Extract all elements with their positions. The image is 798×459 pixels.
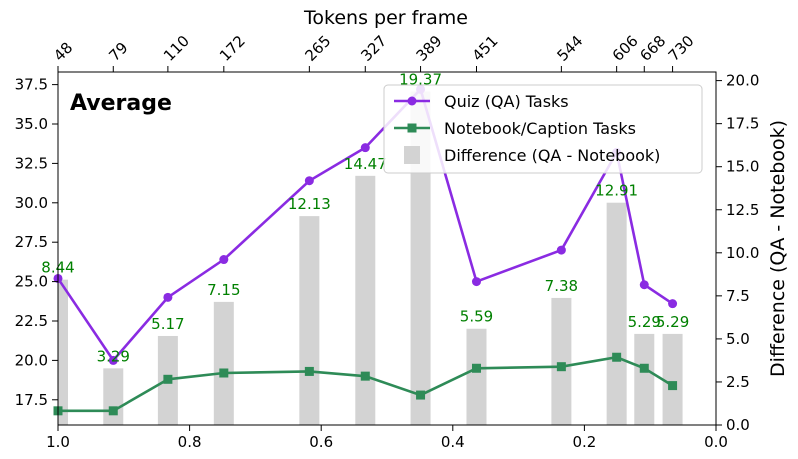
y-left-tick-label: 25.0: [15, 273, 48, 291]
y-right-tick-label: 15.0: [726, 158, 759, 176]
series-line: [58, 355, 674, 413]
x-top-tick-label: 544: [553, 32, 586, 65]
difference-bars: [58, 91, 683, 426]
difference-bar: [410, 91, 431, 426]
series-marker: [668, 299, 678, 309]
bar-value-label: 14.47: [344, 155, 387, 173]
bar-value-label: 3.29: [97, 347, 130, 365]
series-marker: [360, 371, 370, 381]
legend-swatch: [404, 146, 420, 164]
series-marker: [304, 176, 314, 186]
x-bottom-tick-label: 0.8: [178, 433, 202, 451]
difference-bar: [213, 301, 234, 425]
x-bottom-tick-label: 0.4: [441, 433, 465, 451]
y-right-tick-label: 17.5: [726, 115, 759, 133]
legend-marker: [407, 123, 417, 133]
series-marker: [556, 362, 566, 372]
series-marker: [108, 406, 118, 416]
x-bottom-tick-label: 0.0: [704, 433, 728, 451]
x-top-tick-label: 327: [357, 32, 390, 65]
y-right-tick-label: 12.5: [726, 201, 759, 219]
y-left-tick-label: 30.0: [15, 194, 48, 212]
y-left-tick-label: 37.5: [15, 76, 48, 94]
y-right-tick-label: 20.0: [726, 72, 759, 90]
series-marker: [639, 363, 649, 373]
series-marker: [360, 143, 370, 153]
bar-value-label: 5.17: [151, 315, 184, 333]
series-marker: [612, 352, 622, 362]
series-marker: [639, 280, 649, 290]
y-right-tick-label: 7.5: [726, 287, 750, 305]
bar-value-label: 7.15: [207, 281, 240, 299]
x-top-tick-label: 606: [609, 32, 642, 65]
x-top-tick-label: 265: [301, 32, 334, 65]
plot-frame: [57, 71, 717, 426]
x-bottom-tick-label: 1.0: [46, 433, 70, 451]
difference-bar: [606, 202, 627, 425]
x-top-tick-label: 730: [665, 32, 698, 65]
legend-items: Quiz (QA) Tasks Notebook/Caption Tasks Dif…: [394, 92, 660, 165]
y-left-tick-label: 17.5: [15, 391, 48, 409]
top-axis-label: Tokens per frame: [303, 7, 468, 29]
series-marker: [416, 390, 426, 400]
x-top-tick-label: 451: [469, 32, 502, 65]
legend-marker: [407, 96, 417, 106]
x-top-tick-label: 172: [216, 32, 249, 65]
series-marker: [304, 366, 314, 376]
difference-bar: [103, 368, 124, 425]
legend: Quiz (QA) Tasks Notebook/Caption Tasks Dif…: [383, 84, 703, 174]
bar-value-label: 12.13: [288, 195, 331, 213]
bar-value-label: 5.59: [460, 308, 493, 326]
y-left-tick-label: 32.5: [15, 154, 48, 172]
difference-bar: [299, 216, 320, 425]
difference-bar: [466, 328, 487, 425]
series-marker: [219, 255, 229, 265]
y-left-tick-label: 27.5: [15, 233, 48, 251]
series-marker: [108, 355, 118, 365]
panel-title: Average: [70, 91, 172, 116]
difference-bar: [634, 333, 655, 425]
x-top-tick-label: 79: [105, 39, 131, 65]
difference-bar: [551, 297, 572, 425]
bar-value-label: 19.37: [399, 70, 442, 88]
x-bottom-tick-label: 0.2: [572, 433, 596, 451]
series-marker: [219, 368, 229, 378]
bar-value-label: 5.29: [656, 313, 689, 331]
y-right-tick-label: 5.0: [726, 330, 750, 348]
legend-label: Quiz (QA) Tasks: [444, 92, 569, 111]
bar-value-label: 12.91: [595, 182, 638, 200]
difference-bar: [662, 333, 683, 425]
series-marker: [556, 245, 566, 255]
x-bottom-tick-label: 0.6: [309, 433, 333, 451]
right-axis-label: Difference (QA - Notebook): [767, 120, 789, 377]
legend-label: Notebook/Caption Tasks: [444, 119, 636, 138]
difference-bar: [58, 279, 68, 425]
x-top-tick-label: 389: [413, 32, 446, 65]
y-left-tick-label: 35.0: [15, 115, 48, 133]
series-marker: [471, 363, 481, 373]
difference-bar: [355, 175, 376, 425]
series-marker: [668, 381, 678, 391]
series-marker: [471, 277, 481, 287]
legend-box: [383, 84, 703, 174]
series-marker: [163, 374, 173, 384]
y-right-tick-label: 2.5: [726, 373, 750, 391]
x-top-tick-label: 48: [50, 39, 76, 65]
x-top-tick-label: 110: [160, 32, 193, 65]
y-right-tick-label: 10.0: [726, 244, 759, 262]
legend-label: Difference (QA - Notebook): [444, 146, 660, 165]
y-left-tick-label: 20.0: [15, 351, 48, 369]
bar-value-label: 5.29: [628, 313, 661, 331]
series-marker: [163, 292, 173, 302]
bar-value-label: 7.38: [545, 277, 578, 295]
y-left-tick-label: 22.5: [15, 312, 48, 330]
x-top-tick-label: 668: [636, 32, 669, 65]
y-right-tick-label: 0.0: [726, 416, 750, 434]
